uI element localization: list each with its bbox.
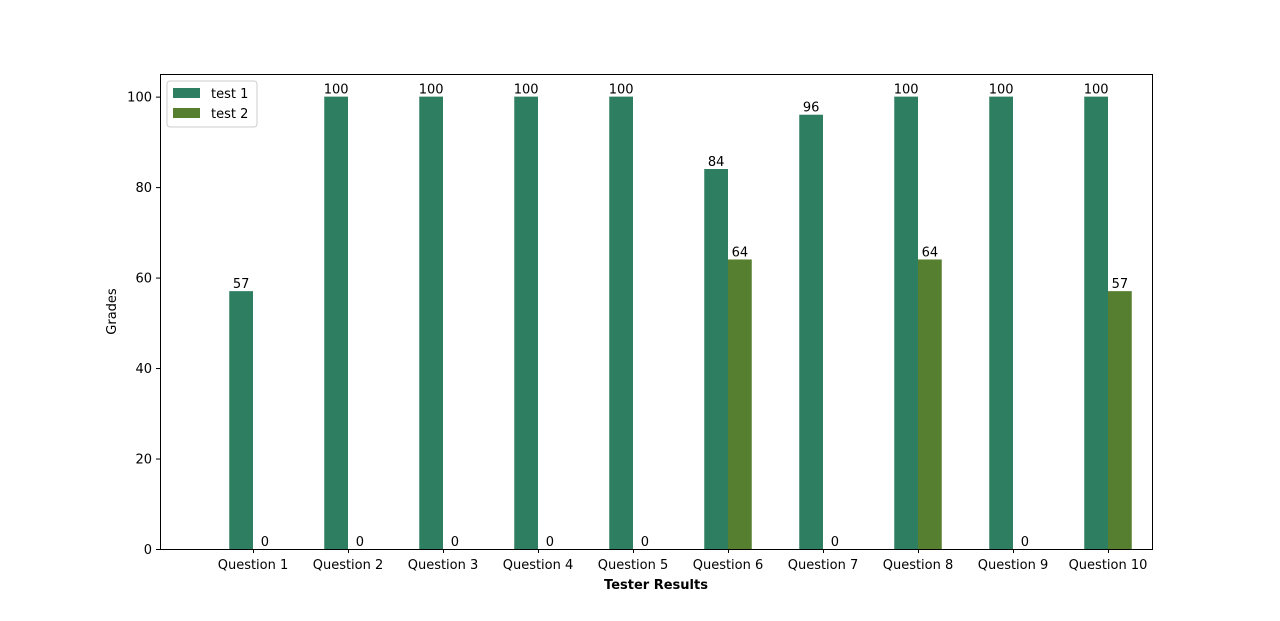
legend-label-test-1: test 1 (211, 87, 248, 102)
bar-test-1-8 (894, 96, 918, 549)
x-tick-label-8: Question 8 (883, 558, 954, 573)
x-tick-label-3: Question 3 (408, 558, 479, 573)
data-label-test-2-3: 0 (451, 535, 459, 550)
x-tick-label-10: Question 10 (1069, 558, 1148, 573)
x-tick-label-6: Question 6 (693, 558, 764, 573)
bar-test-1-2 (324, 96, 348, 549)
bars-layer (229, 96, 1132, 549)
data-label-test-2-5: 0 (641, 535, 649, 550)
bar-test-1-9 (989, 96, 1013, 549)
data-label-test-1-6: 84 (708, 155, 725, 170)
data-label-test-2-8: 64 (922, 245, 939, 260)
data-label-test-1-7: 96 (803, 101, 820, 116)
bar-test-2-6 (728, 259, 752, 549)
data-label-test-1-3: 100 (419, 83, 444, 98)
x-tick-label-2: Question 2 (313, 558, 384, 573)
data-label-test-1-5: 100 (609, 83, 634, 98)
y-tick-label-0: 0 (144, 543, 152, 558)
bar-test-1-5 (609, 96, 633, 549)
data-label-test-2-2: 0 (356, 535, 364, 550)
bar-test-1-1 (229, 291, 253, 549)
legend-swatch-test-1 (173, 88, 200, 98)
data-label-test-2-6: 64 (732, 245, 749, 260)
x-axis-title: Tester Results (604, 578, 708, 593)
bar-test-2-8 (918, 259, 942, 549)
x-tick-label-9: Question 9 (978, 558, 1049, 573)
data-label-test-1-2: 100 (324, 83, 349, 98)
bar-test-1-6 (704, 169, 728, 549)
bar-test-1-7 (799, 114, 823, 549)
bar-test-1-4 (514, 96, 538, 549)
y-axis: 0 20 40 60 80 100 (127, 91, 160, 558)
data-label-test-2-7: 0 (831, 535, 839, 550)
legend-label-test-2: test 2 (211, 107, 248, 122)
y-tick-label-100: 100 (127, 91, 152, 106)
data-label-test-1-1: 57 (233, 277, 250, 292)
x-tick-label-5: Question 5 (598, 558, 669, 573)
legend: test 1 test 2 (166, 80, 258, 128)
y-axis-title: Grades (105, 288, 120, 335)
data-label-test-2-10: 57 (1112, 277, 1129, 292)
bar-test-2-10 (1108, 291, 1132, 549)
data-label-test-2-9: 0 (1021, 535, 1029, 550)
data-label-test-1-9: 100 (989, 83, 1014, 98)
plot-frame (160, 74, 1153, 550)
data-label-test-2-4: 0 (546, 535, 554, 550)
data-label-test-1-4: 100 (514, 83, 539, 98)
y-tick-label-80: 80 (135, 181, 152, 196)
y-tick-label-60: 60 (135, 272, 152, 287)
data-label-test-2-1: 0 (261, 535, 269, 550)
data-label-test-1-10: 100 (1084, 83, 1109, 98)
x-tick-label-1: Question 1 (218, 558, 289, 573)
x-tick-label-4: Question 4 (503, 558, 574, 573)
y-tick-label-40: 40 (135, 362, 152, 377)
legend-swatch-test-2 (173, 108, 200, 118)
data-labels-layer: 57 100 100 100 100 84 96 100 100 100 0 0 0 0 0 64 0 64 0 57 (233, 83, 1128, 550)
bar-test-1-3 (419, 96, 443, 549)
bar-test-1-10 (1084, 96, 1108, 549)
x-axis: Question 1 Question 2 Question 3 Question 4… (218, 549, 1148, 573)
x-tick-label-7: Question 7 (788, 558, 859, 573)
y-tick-label-20: 20 (135, 453, 152, 468)
data-label-test-1-8: 100 (894, 83, 919, 98)
